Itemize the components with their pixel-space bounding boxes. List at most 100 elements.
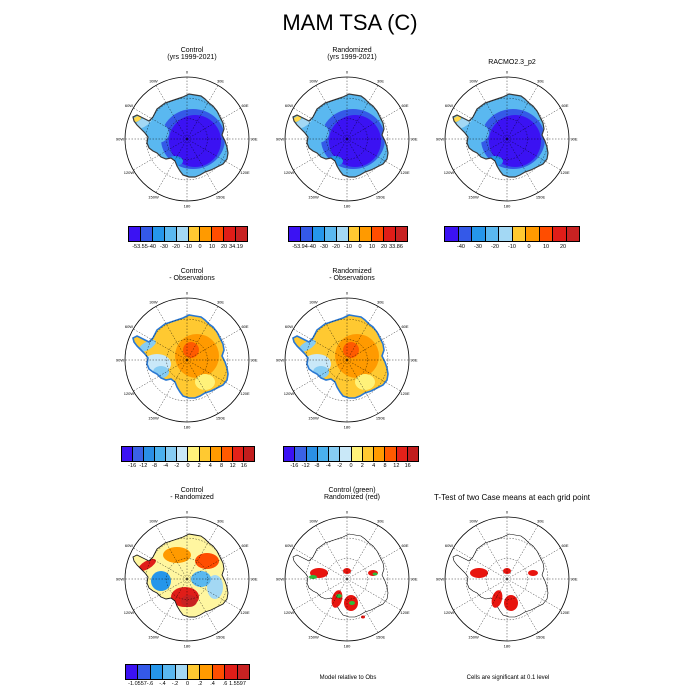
field-patch [138,558,156,572]
longitude-line [346,138,379,193]
longitude-label: 120E [240,391,250,396]
colorbar-tick-label: -20 [172,244,180,250]
colorbar-swatch [539,227,553,241]
colorbar-tick-label: -.4 [159,681,166,687]
field-patch [151,571,171,591]
colorbar-swatch [396,227,408,241]
longitude-line [293,328,348,361]
colorbar-swatch [360,227,373,241]
figure-title: MAM TSA (C) [282,10,418,35]
longitude-label: 150W [468,635,479,640]
longitude-label: 90W [436,137,444,142]
longitude-label: 60E [401,103,408,108]
colorbar-tick-label: -10 [184,244,192,250]
longitude-label: 90E [410,137,417,142]
longitude-label: 150E [216,195,226,200]
significant-cell [309,575,317,579]
latitude-circle [465,97,549,181]
longitude-label: 0 [186,70,189,75]
colorbar-control [128,226,248,242]
map-boundary-circle [124,516,250,642]
longitude-line [133,578,188,611]
longitude-line [475,578,508,633]
colorbar-tick-label: -16 [128,463,137,469]
longitude-label: 180 [184,204,191,209]
colorbar-tick-label: -.2 [171,681,179,687]
colorbar-tick-label: 8 [383,463,387,469]
longitude-label: 60E [241,324,248,329]
colorbar-swatch [329,447,341,461]
longitude-label: 120W [124,610,135,615]
colorbar-swatch [295,447,307,461]
colorbar-swatch [566,227,579,241]
colorbar-tick-label: -30 [474,244,482,250]
colorbar-tick-label: 1.5597 [229,681,246,687]
longitude-line [475,138,508,193]
longitude-line [315,306,348,361]
longitude-line [155,359,188,414]
colorbar-tick-label: -4 [163,463,169,469]
longitude-line [346,578,401,611]
field-patch [305,123,329,143]
colorbar-swatch [210,447,222,461]
longitude-label: 0 [506,70,509,75]
colorbar-tick-label: 8 [219,463,224,469]
colorbar-swatch [221,447,233,461]
longitude-line [453,138,508,171]
colorbar-control-obs [121,446,255,462]
field-patch [335,334,379,378]
colorbar-labels-randomized: -53.94 -40 -30 -20 -10 0 10 20 33.86 [288,244,408,252]
map-boundary-circle [444,76,570,202]
colorbar-tick-label: -2 [174,463,180,469]
longitude-label: 90E [250,577,257,582]
coastline [132,314,229,399]
colorbar-tick-label: 0 [186,463,190,469]
colorbar-swatch [200,227,213,241]
colorbar-swatch [126,665,139,679]
longitude-label: 30E [217,78,224,83]
longitude-label: 150E [216,635,226,640]
colorbar-tick-label: .4 [210,681,215,687]
colorbar-tick-label: 4 [372,463,376,469]
longitude-label: 30E [537,78,544,83]
latitude-circle [486,118,528,160]
longitude-label: 120W [284,610,295,615]
longitude-line [506,138,539,193]
longitude-line [453,578,508,611]
colorbar-labels-racmo: -40 -30 -20 -10 0 10 20 [444,244,580,252]
significant-cell [528,570,538,576]
map-control-randomized: 0 30E 60E 90E 120E 150E 180 150W 120W 90W 60W 30W [116,510,258,649]
field-patch [181,595,197,607]
colorbar-swatch [232,447,244,461]
field-patch [489,115,541,167]
longitude-label: 180 [504,644,511,649]
colorbar-swatch [553,227,567,241]
longitude-label: 90E [570,577,577,582]
note-model-relative: Model relative to Obs [319,675,377,681]
longitude-line [133,359,188,392]
colorbar-swatch [289,227,301,241]
colorbar-tick-label: 34.19 [229,244,243,250]
field-patch [313,366,329,378]
map-racmo: 0 30E 60E 90E 120E 150E 180 150W 120W 90W 60W 30W [436,70,578,209]
field-patch [329,115,381,167]
panel-title-ttest: T-Test of two Case means at each grid po… [433,493,591,502]
longitude-line [186,359,219,414]
panel-title-randomized-obs: Randomized - Observations [329,268,375,282]
note-significance-level: Cells are significant at 0.1 level [466,675,550,681]
longitude-label: 0 [346,291,349,296]
longitude-label: 150W [148,195,159,200]
longitude-label: 90E [410,577,417,582]
latitude-circle [305,537,389,621]
panel-title-control-obs: Control - Observations [169,268,215,282]
longitude-label: 30W [469,518,477,523]
longitude-label: 60E [561,103,568,108]
colorbar-swatch [164,227,177,241]
longitude-line [346,578,379,633]
longitude-label: 120E [400,170,410,175]
colorbar-tick-label: 0 [185,681,190,687]
latitude-circle [166,558,208,600]
longitude-label: 60W [125,324,133,329]
longitude-label: 30W [309,518,317,523]
significant-cell [491,590,503,608]
